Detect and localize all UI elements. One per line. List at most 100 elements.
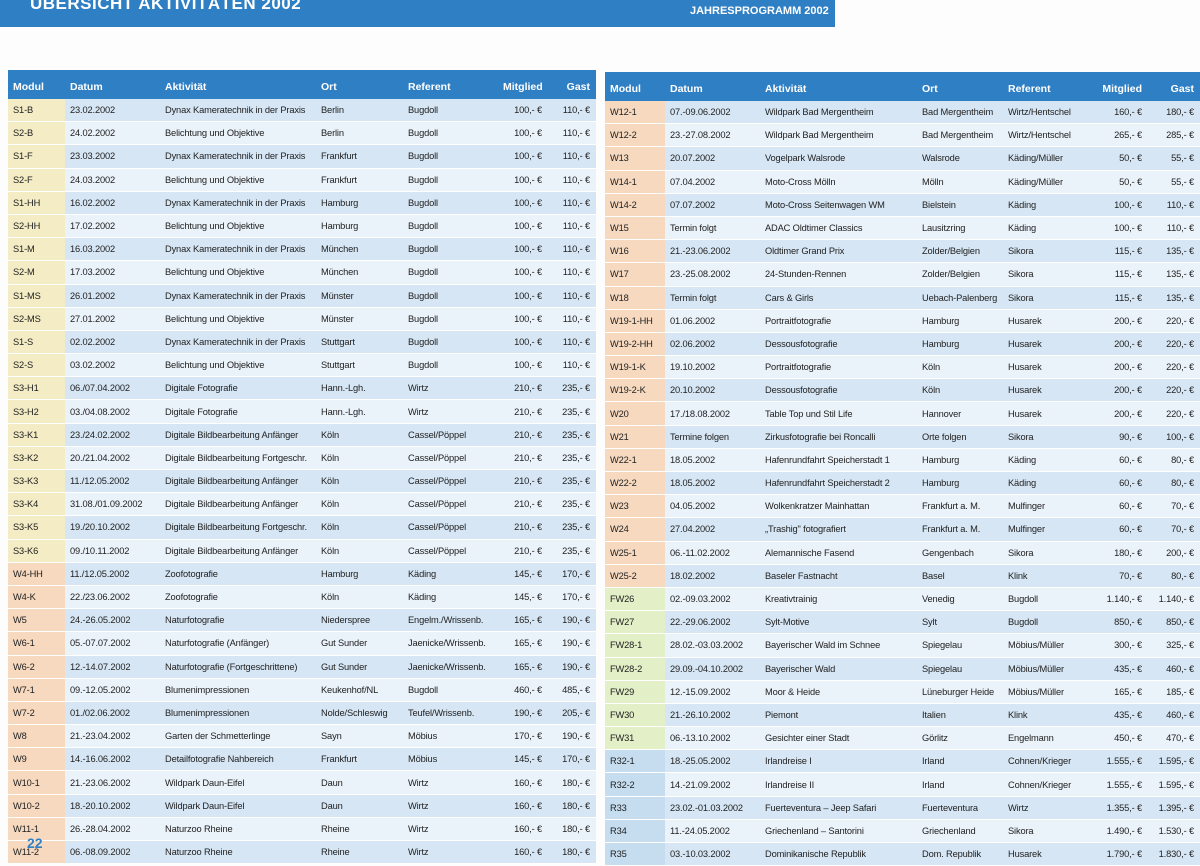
gast-cell: 110,- € [548, 99, 596, 123]
modul-cell: R32-1 [605, 749, 665, 774]
table-row: W10-2 18.-20.10.2002 Wildpark Daun-Eifel Da… [8, 794, 596, 818]
datum-cell: Termin folgt [665, 286, 760, 310]
aktivitaet-cell: Alemannische Fasend [760, 541, 917, 565]
modul-cell: W21 [605, 425, 665, 449]
mitglied-cell: 200,- € [1095, 378, 1148, 403]
ort-cell: Keukenhof/NL [316, 678, 403, 702]
table-row: FW29 12.-15.09.2002 Moor & Heide Lüneburger… [605, 680, 1200, 704]
mitglied-cell: 60,- € [1095, 494, 1148, 519]
aktivitaet-cell: 24-Stunden-Rennen [760, 262, 917, 287]
table-row: FW31 06.-13.10.2002 Gesichter einer Stadt G… [605, 726, 1200, 751]
aktivitaet-cell: Zoofotografie [160, 562, 316, 586]
mitglied-cell: 160,- € [498, 770, 548, 795]
ort-cell: Köln [316, 515, 403, 540]
modul-cell: W22-1 [605, 448, 665, 473]
datum-cell: 14.-16.06.2002 [65, 747, 160, 772]
aktivitaet-cell: Griechenland – Santorini [760, 819, 917, 844]
aktivitaet-cell: Naturzoo Rheine [160, 840, 316, 865]
referent-cell: Bugdoll [403, 678, 498, 702]
aktivitaet-cell: ADAC Oldtimer Classics [760, 216, 917, 241]
mitglied-cell: 210,- € [498, 446, 548, 471]
referent-cell: Wirtz/Hentschel [1003, 123, 1095, 148]
column-header: Datum [665, 72, 760, 101]
gast-cell: 110,- € [548, 214, 596, 239]
modul-cell: W6-1 [8, 631, 65, 656]
table-row: S2-HH 17.02.2002 Belichtung und Objektive H… [8, 214, 596, 239]
modul-cell: FW29 [605, 680, 665, 704]
referent-cell: Käding [1003, 471, 1095, 496]
modul-cell: W17 [605, 262, 665, 287]
aktivitaet-cell: Naturfotografie (Anfänger) [160, 631, 316, 656]
modul-cell: W19-1-K [605, 355, 665, 380]
modul-cell: S2-HH [8, 214, 65, 239]
ort-cell: Hamburg [917, 448, 1003, 473]
gast-cell: 170,- € [548, 562, 596, 586]
modul-cell: S1-M [8, 237, 65, 262]
column-header: Aktivität [160, 70, 316, 99]
ort-cell: Daun [316, 794, 403, 818]
gast-cell: 110,- € [548, 330, 596, 355]
datum-cell: 16.03.2002 [65, 237, 160, 262]
mitglied-cell: 100,- € [498, 121, 548, 146]
ort-cell: Stuttgart [316, 330, 403, 355]
datum-cell: 21.-23.06.2002 [65, 770, 160, 795]
gast-cell: 200,- € [1148, 541, 1200, 565]
table-row: W25-1 06.-11.02.2002 Alemannische Fasend Ge… [605, 541, 1200, 565]
mitglied-cell: 850,- € [1095, 610, 1148, 635]
mitglied-cell: 100,- € [1095, 216, 1148, 241]
ort-cell: Gengenbach [917, 541, 1003, 565]
ort-cell: Niederspree [316, 608, 403, 633]
table-row: W6-2 12.-14.07.2002 Naturfotografie (Fortg… [8, 655, 596, 679]
mitglied-cell: 200,- € [1095, 309, 1148, 333]
modul-cell: W11-1 [8, 817, 65, 842]
aktivitaet-cell: Garten der Schmetterlinge [160, 724, 316, 749]
table-row: S1-S 02.02.2002 Dynax Kameratechnik in der… [8, 330, 596, 355]
ort-cell: Orte folgen [917, 425, 1003, 449]
modul-cell: R33 [605, 796, 665, 820]
gast-cell: 70,- € [1148, 517, 1200, 542]
datum-cell: 21.-26.10.2002 [665, 703, 760, 728]
ort-cell: Köln [316, 492, 403, 517]
table-row: S1-B 23.02.2002 Dynax Kameratechnik in der… [8, 99, 596, 123]
ort-cell: Frankfurt [316, 144, 403, 169]
modul-cell: S3-K3 [8, 469, 65, 494]
table-row: W23 04.05.2002 Wolkenkratzer Mainhattan Fra… [605, 494, 1200, 519]
aktivitaet-cell: Hafenrundfahrt Speicherstadt 2 [760, 471, 917, 496]
referent-cell: Käding [1003, 448, 1095, 473]
ort-cell: Uebach-Palenberg [917, 286, 1003, 310]
aktivitaet-cell: Gesichter einer Stadt [760, 726, 917, 751]
gast-cell: 170,- € [548, 585, 596, 610]
table-row: S3-K4 31.08./01.09.2002 Digitale Bildbearb… [8, 492, 596, 517]
modul-cell: R32-2 [605, 772, 665, 797]
ort-cell: Daun [316, 770, 403, 795]
gast-cell: 80,- € [1148, 471, 1200, 496]
modul-cell: W24 [605, 517, 665, 542]
modul-cell: FW30 [605, 703, 665, 728]
aktivitaet-cell: Detailfotografie Nahbereich [160, 747, 316, 772]
referent-cell: Möbius/Müller [1003, 680, 1095, 704]
mitglied-cell: 100,- € [498, 144, 548, 169]
gast-cell: 180,- € [548, 840, 596, 865]
mitglied-cell: 210,- € [498, 515, 548, 540]
datum-cell: 22.-29.06.2002 [665, 610, 760, 635]
referent-cell: Jaenicke/Wrissenb. [403, 655, 498, 679]
mitglied-cell: 1.555,- € [1095, 772, 1148, 797]
gast-cell: 110,- € [1148, 193, 1200, 217]
table-row: W20 17./18.08.2002 Table Top und Stil Life… [605, 401, 1200, 426]
table-row: FW28-1 28.02.-03.03.2002 Bayerischer Wald … [605, 633, 1200, 658]
mitglied-cell: 100,- € [1095, 193, 1148, 217]
aktivitaet-cell: Vogelpark Walsrode [760, 146, 917, 171]
modul-cell: W9 [8, 747, 65, 772]
ort-cell: Köln [917, 355, 1003, 380]
table-row: W4-HH 11./12.05.2002 Zoofotografie Hamburg K… [8, 562, 596, 586]
modul-cell: W20 [605, 401, 665, 426]
column-header: Referent [1003, 72, 1095, 101]
referent-cell: Engelm./Wrissenb. [403, 608, 498, 633]
datum-cell: 31.08./01.09.2002 [65, 492, 160, 517]
referent-cell: Bugdoll [403, 121, 498, 146]
ort-cell: Köln [316, 446, 403, 471]
modul-cell: S3-H1 [8, 376, 65, 401]
modul-cell: FW27 [605, 610, 665, 635]
datum-cell: 06.-08.09.2002 [65, 840, 160, 865]
referent-cell: Bugdoll [403, 330, 498, 355]
